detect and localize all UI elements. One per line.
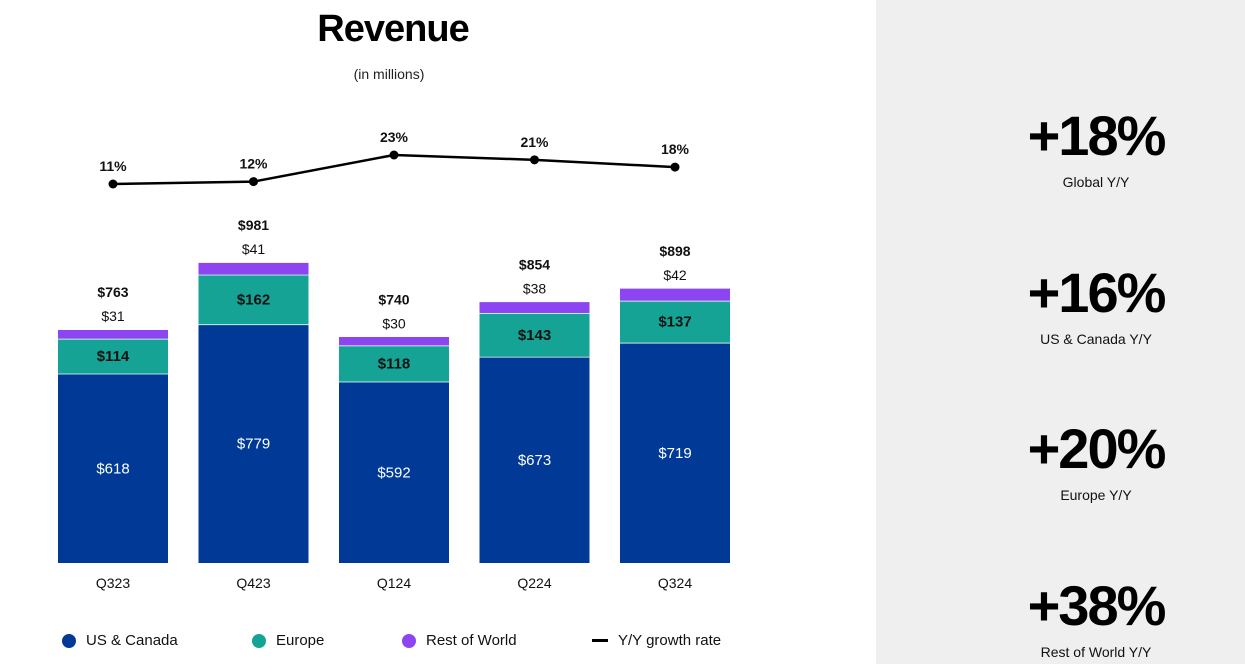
growth-label: 18% (661, 141, 690, 157)
growth-point (249, 177, 258, 187)
growth-point (108, 179, 118, 189)
revenue-chart: $618 $114 $31 $763 Q323 $779 $162 $41 $981 Q423 $5… (58, 129, 730, 591)
bar-label-us-canada: $618 (96, 460, 129, 477)
bar-Q423-europe (198, 274, 309, 325)
legend-item-europe: Europe (252, 632, 324, 649)
kpi-global: +18% Global Y/Y (876, 104, 1245, 191)
legend-item-us-canada: US & Canada (62, 632, 178, 649)
kpi-global-value: +18% (1027, 104, 1167, 167)
kpi-europe-label: Europe Y/Y (1060, 487, 1132, 503)
kpi-europe: +20% Europe Y/Y (876, 417, 1245, 504)
bar-total-label: $854 (519, 256, 550, 272)
bar-Q224-europe (479, 312, 590, 357)
bar-total-label: $898 (659, 243, 690, 259)
bar-label-rest-of-world: $31 (101, 308, 125, 324)
kpi-global-label: Global Y/Y (1062, 174, 1130, 190)
legend-item-growth: Y/Y growth rate (592, 632, 721, 649)
kpi-rest-of-world: +38% Rest of World Y/Y (876, 574, 1245, 661)
growth-point (670, 162, 680, 172)
chart-subtitle: (in millions) (353, 66, 425, 82)
kpi-panel: +18% Global Y/Y +16% US & Canada Y/Y +20… (876, 0, 1245, 664)
bar-label-europe: $162 (237, 291, 270, 308)
growth-point (389, 150, 399, 160)
bar-Q224-us-canada (479, 356, 590, 563)
growth-label: 11% (99, 158, 127, 174)
bar-Q124-rest-of-world (339, 336, 449, 346)
bar-label-us-canada: $673 (518, 452, 551, 469)
x-tick-label: Q323 (96, 575, 130, 591)
x-tick-label: Q124 (377, 575, 411, 591)
bar-Q124-us-canada (339, 381, 449, 563)
bar-Q423-rest-of-world (198, 262, 309, 275)
bar-Q323-europe (58, 338, 168, 374)
kpi-rest-of-world-label: Rest of World Y/Y (1040, 644, 1152, 660)
bar-Q324-us-canada (620, 342, 730, 563)
europe-swatch-icon (252, 633, 266, 648)
kpi-us-canada-value: +16% (1027, 261, 1167, 324)
bar-label-rest-of-world: $38 (523, 280, 547, 296)
bar-label-europe: $118 (378, 356, 411, 373)
x-tick-label: Q423 (236, 575, 270, 591)
legend-label-rest-of-world: Rest of World (426, 632, 517, 649)
bar-Q124-europe (339, 345, 449, 382)
growth-label: 21% (520, 134, 549, 150)
growth-line-swatch-icon (592, 639, 608, 642)
bar-label-us-canada: $779 (237, 436, 270, 453)
bar-label-us-canada: $719 (658, 445, 691, 462)
bar-Q323-rest-of-world (58, 329, 168, 339)
rest-of-world-swatch-icon (402, 633, 416, 648)
legend-label-europe: Europe (276, 632, 325, 649)
bar-Q224-rest-of-world (479, 301, 590, 313)
bar-label-europe: $114 (97, 348, 130, 365)
chart-title: Revenue (317, 8, 469, 50)
growth-point (530, 155, 539, 165)
bar-total-label: $763 (97, 284, 128, 300)
us-canada-swatch-icon (62, 633, 76, 648)
bar-total-label: $981 (238, 217, 269, 233)
bar-Q423-us-canada (198, 324, 309, 563)
growth-label: 12% (239, 156, 268, 172)
x-tick-label: Q224 (517, 575, 551, 591)
bar-Q324-rest-of-world (620, 287, 730, 301)
bar-label-europe: $137 (658, 314, 691, 331)
bar-label-rest-of-world: $41 (242, 241, 266, 257)
bar-Q323-us-canada (58, 373, 168, 563)
bar-label-rest-of-world: $30 (382, 315, 406, 331)
growth-label: 23% (380, 129, 409, 145)
kpi-us-canada-label: US & Canada Y/Y (1040, 331, 1152, 347)
bar-label-us-canada: $592 (377, 464, 410, 481)
legend-item-rest-of-world: Rest of World (402, 632, 517, 649)
legend-label-us-canada: US & Canada (86, 632, 178, 649)
kpi-rest-of-world-value: +38% (1027, 574, 1167, 637)
bar-total-label: $740 (378, 291, 409, 307)
bar-Q324-europe (620, 300, 730, 343)
x-tick-label: Q324 (658, 575, 692, 591)
bar-label-rest-of-world: $42 (663, 267, 687, 283)
legend-label-growth: Y/Y growth rate (618, 632, 722, 649)
kpi-europe-value: +20% (1027, 417, 1167, 480)
bar-label-europe: $143 (518, 327, 551, 344)
kpi-us-canada: +16% US & Canada Y/Y (876, 261, 1245, 348)
